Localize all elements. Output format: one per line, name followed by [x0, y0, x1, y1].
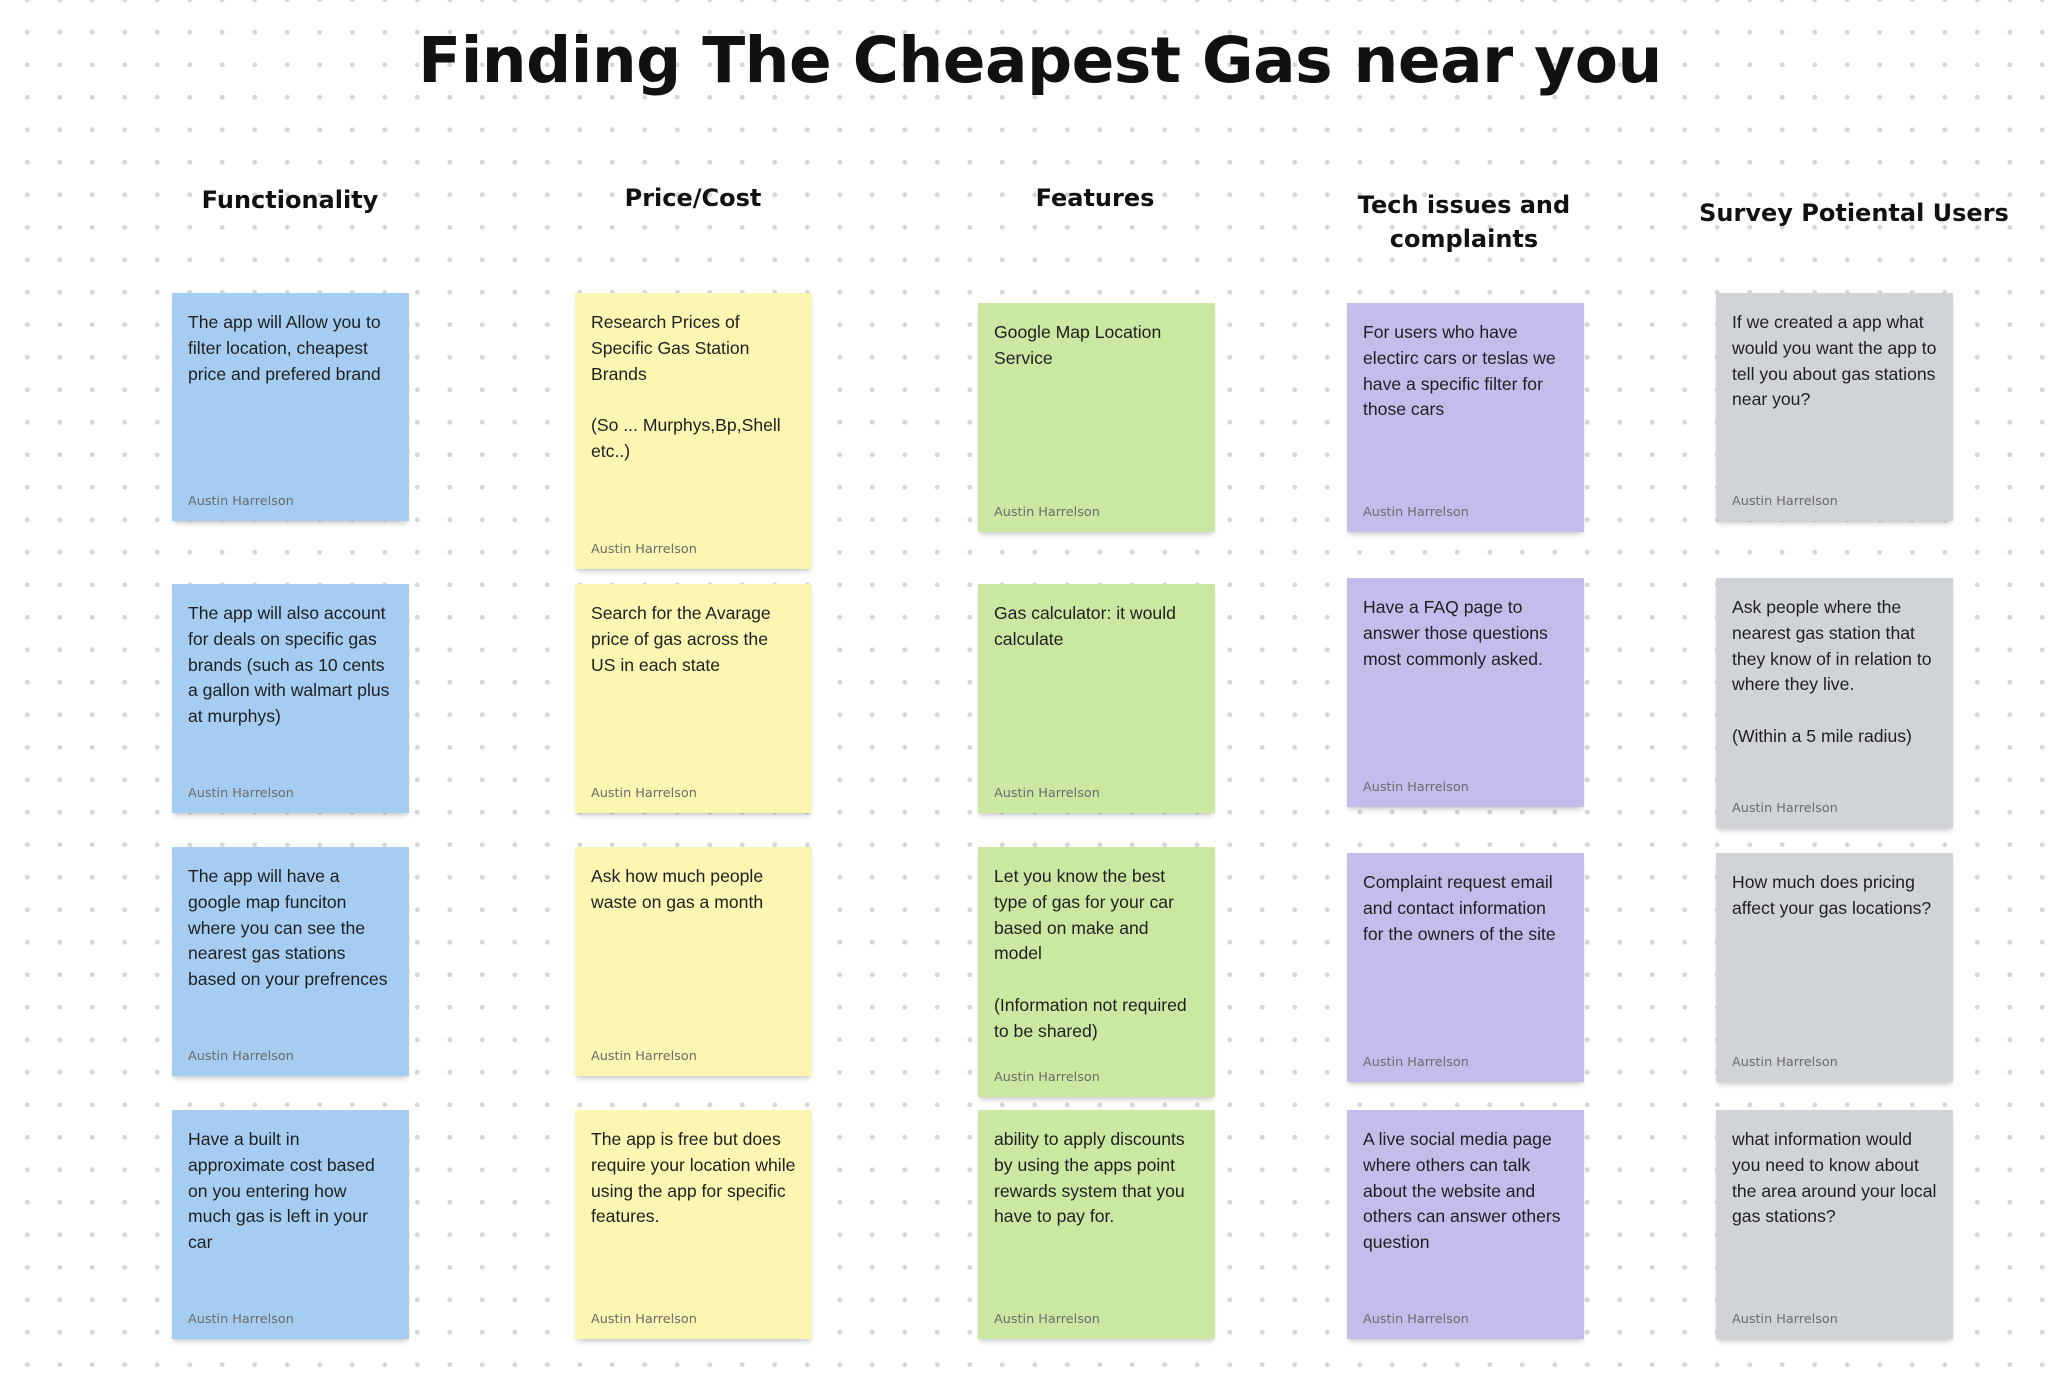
note-author: Austin Harrelson: [1363, 780, 1469, 795]
sticky-note[interactable]: Research Prices of Specific Gas Station …: [575, 293, 812, 569]
board-title: Finding The Cheapest Gas near you: [418, 24, 1662, 97]
note-text: The app will also account for deals on s…: [188, 603, 390, 727]
column-header-price-cost: Price/Cost: [624, 184, 762, 212]
note-text: Ask people where the nearest gas station…: [1732, 597, 1932, 746]
note-text: Research Prices of Specific Gas Station …: [591, 312, 781, 461]
note-author: Austin Harrelson: [591, 786, 697, 801]
note-author: Austin Harrelson: [994, 505, 1100, 520]
note-text: Have a FAQ page to answer those question…: [1363, 597, 1548, 669]
sticky-note[interactable]: Search for the Avarage price of gas acro…: [575, 584, 812, 813]
note-author: Austin Harrelson: [188, 494, 294, 509]
column-header-features: Features: [1035, 184, 1155, 212]
note-text: The app is free but does require your lo…: [591, 1129, 796, 1227]
sticky-note[interactable]: If we created a app what would you want …: [1716, 293, 1953, 521]
note-text: The app will have a google map funciton …: [188, 866, 388, 990]
note-author: Austin Harrelson: [994, 786, 1100, 801]
sticky-note[interactable]: The app will also account for deals on s…: [172, 584, 409, 813]
column-header-survey: Survey Potiental Users: [1699, 199, 2009, 227]
note-author: Austin Harrelson: [1732, 1055, 1838, 1070]
note-author: Austin Harrelson: [1732, 801, 1838, 816]
sticky-note[interactable]: Complaint request email and contact info…: [1347, 853, 1584, 1082]
note-author: Austin Harrelson: [188, 1049, 294, 1064]
note-text: Gas calculator: it would calculate: [994, 603, 1176, 649]
note-author: Austin Harrelson: [1363, 1055, 1469, 1070]
sticky-note[interactable]: what information would you need to know …: [1716, 1110, 1953, 1339]
note-author: Austin Harrelson: [188, 786, 294, 801]
note-text: what information would you need to know …: [1732, 1129, 1937, 1227]
sticky-note[interactable]: Google Map Location Service Austin Harre…: [978, 303, 1215, 532]
note-text: The app will Allow you to filter locatio…: [188, 312, 381, 384]
note-text: Complaint request email and contact info…: [1363, 872, 1556, 944]
note-text: How much does pricing affect your gas lo…: [1732, 872, 1932, 918]
note-author: Austin Harrelson: [1363, 1312, 1469, 1327]
note-text: ability to apply discounts by using the …: [994, 1129, 1185, 1227]
sticky-note[interactable]: How much does pricing affect your gas lo…: [1716, 853, 1953, 1082]
note-text: Search for the Avarage price of gas acro…: [591, 603, 771, 675]
note-author: Austin Harrelson: [188, 1312, 294, 1327]
sticky-note[interactable]: Gas calculator: it would calculate Austi…: [978, 584, 1215, 813]
sticky-note[interactable]: Ask how much people waste on gas a month…: [575, 847, 812, 1076]
sticky-note[interactable]: Have a FAQ page to answer those question…: [1347, 578, 1584, 807]
note-text: Have a built in approximate cost based o…: [188, 1129, 375, 1253]
note-author: Austin Harrelson: [591, 1049, 697, 1064]
note-author: Austin Harrelson: [1732, 1312, 1838, 1327]
sticky-note[interactable]: For users who have electirc cars or tesl…: [1347, 303, 1584, 532]
column-header-functionality: Functionality: [201, 186, 379, 214]
note-text: Google Map Location Service: [994, 322, 1162, 368]
note-author: Austin Harrelson: [1363, 505, 1469, 520]
column-header-tech-issues: Tech issues and complaints: [1357, 191, 1571, 253]
note-author: Austin Harrelson: [994, 1312, 1100, 1327]
sticky-note[interactable]: The app is free but does require your lo…: [575, 1110, 812, 1339]
note-author: Austin Harrelson: [994, 1070, 1100, 1085]
note-author: Austin Harrelson: [591, 1312, 697, 1327]
note-author: Austin Harrelson: [1732, 494, 1838, 509]
note-text: A live social media page where others ca…: [1363, 1129, 1561, 1253]
sticky-note[interactable]: The app will Allow you to filter locatio…: [172, 293, 409, 521]
note-text: For users who have electirc cars or tesl…: [1363, 322, 1556, 420]
sticky-note[interactable]: A live social media page where others ca…: [1347, 1110, 1584, 1339]
sticky-note[interactable]: Let you know the best type of gas for yo…: [978, 847, 1215, 1097]
sticky-note[interactable]: Ask people where the nearest gas station…: [1716, 578, 1953, 828]
sticky-note[interactable]: The app will have a google map funciton …: [172, 847, 409, 1076]
note-text: Let you know the best type of gas for yo…: [994, 866, 1187, 1041]
note-author: Austin Harrelson: [591, 542, 697, 557]
note-text: If we created a app what would you want …: [1732, 312, 1937, 410]
sticky-note[interactable]: ability to apply discounts by using the …: [978, 1110, 1215, 1339]
note-text: Ask how much people waste on gas a month: [591, 866, 764, 912]
sticky-note[interactable]: Have a built in approximate cost based o…: [172, 1110, 409, 1339]
